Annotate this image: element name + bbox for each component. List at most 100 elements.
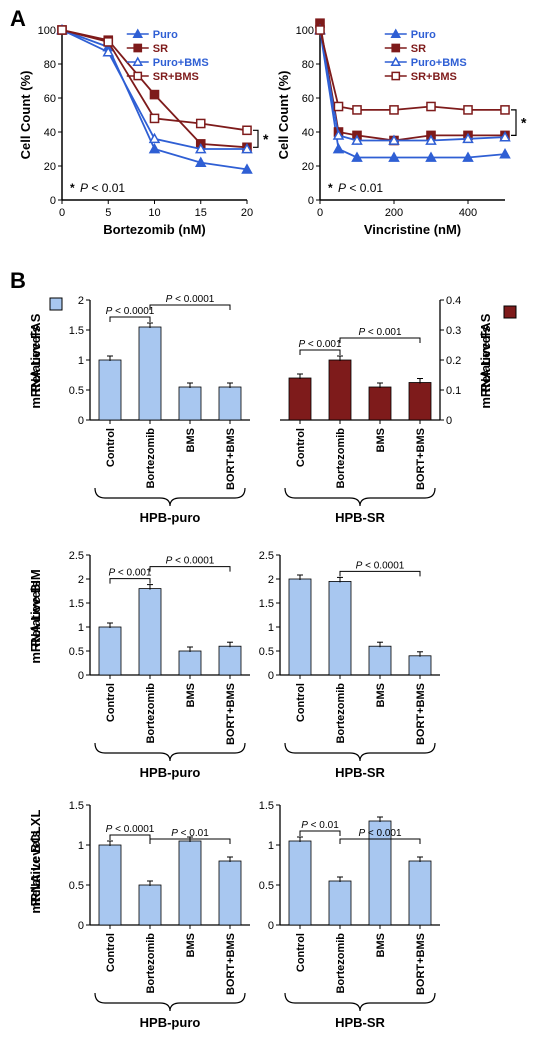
svg-text:0: 0	[50, 195, 56, 207]
svg-text:2: 2	[78, 295, 84, 307]
svg-text:BORT+BMS: BORT+BMS	[225, 933, 237, 995]
svg-text:1.5: 1.5	[69, 800, 84, 812]
svg-text:1: 1	[268, 622, 274, 634]
svg-text:10: 10	[148, 207, 160, 219]
svg-text:B: B	[10, 268, 26, 293]
svg-text:BORT+BMS: BORT+BMS	[415, 428, 427, 490]
svg-text:HPB-puro: HPB-puro	[140, 510, 201, 525]
svg-text:Cell Count (%): Cell Count (%)	[18, 71, 33, 160]
svg-text:60: 60	[302, 93, 314, 105]
svg-text:2.5: 2.5	[259, 550, 274, 562]
svg-text:BORT+BMS: BORT+BMS	[415, 683, 427, 745]
svg-text:BMS: BMS	[375, 683, 387, 707]
svg-text:2.5: 2.5	[69, 550, 84, 562]
svg-text:SR+BMS: SR+BMS	[411, 71, 457, 83]
svg-text:80: 80	[302, 59, 314, 71]
svg-text:1.5: 1.5	[69, 325, 84, 337]
figure-svg: A02040608010005101520Cell Count (%)Borte…	[0, 0, 552, 1050]
svg-text:HPB-puro: HPB-puro	[140, 1015, 201, 1030]
svg-text:40: 40	[44, 127, 56, 139]
svg-text:Control: Control	[105, 683, 117, 722]
svg-text:Vincristine (nM): Vincristine (nM)	[364, 222, 461, 237]
svg-text:0: 0	[78, 670, 84, 682]
svg-text:P < 0.001: P < 0.001	[298, 339, 342, 350]
svg-text:*: *	[263, 131, 269, 147]
svg-text:1: 1	[268, 840, 274, 852]
svg-text:mRNA Levels: mRNA Levels	[478, 325, 493, 408]
svg-text:20: 20	[241, 207, 253, 219]
svg-text:P < 0.0001: P < 0.0001	[106, 306, 155, 317]
svg-text:P < 0.0001: P < 0.0001	[166, 556, 215, 567]
svg-text:Control: Control	[105, 428, 117, 467]
svg-text:SR+BMS: SR+BMS	[153, 71, 199, 83]
svg-text:0: 0	[78, 415, 84, 427]
svg-text:0.1: 0.1	[446, 385, 461, 397]
svg-text:400: 400	[459, 207, 477, 219]
svg-text:Bortezomib: Bortezomib	[335, 683, 347, 744]
svg-text:BORT+BMS: BORT+BMS	[225, 428, 237, 490]
svg-text:*: *	[328, 181, 333, 195]
svg-text:0: 0	[268, 920, 274, 932]
svg-text:0: 0	[59, 207, 65, 219]
svg-text:BMS: BMS	[185, 683, 197, 707]
svg-text:2: 2	[78, 574, 84, 586]
svg-text:0.5: 0.5	[69, 880, 84, 892]
svg-text:200: 200	[385, 207, 403, 219]
svg-text:100: 100	[38, 25, 56, 37]
svg-text:BMS: BMS	[185, 428, 197, 452]
svg-text:*: *	[521, 115, 527, 131]
svg-text:BMS: BMS	[375, 428, 387, 452]
svg-text:0: 0	[446, 415, 452, 427]
svg-text:P < 0.0001: P < 0.0001	[166, 294, 215, 305]
svg-text:P < 0.0001: P < 0.0001	[356, 560, 405, 571]
svg-text:HPB-puro: HPB-puro	[140, 765, 201, 780]
svg-text:Control: Control	[105, 933, 117, 972]
svg-text:P < 0.001: P < 0.001	[108, 568, 152, 579]
svg-text:0: 0	[268, 670, 274, 682]
svg-text:BORT+BMS: BORT+BMS	[225, 683, 237, 745]
svg-text:15: 15	[195, 207, 207, 219]
svg-text:HPB-SR: HPB-SR	[335, 765, 385, 780]
svg-text:Cell Count (%): Cell Count (%)	[276, 71, 291, 160]
svg-text:0.5: 0.5	[259, 880, 274, 892]
svg-text:20: 20	[44, 161, 56, 173]
svg-text:HPB-SR: HPB-SR	[335, 510, 385, 525]
svg-text:Bortezomib: Bortezomib	[145, 683, 157, 744]
svg-text:P < 0.0001: P < 0.0001	[106, 824, 155, 835]
svg-text:20: 20	[302, 161, 314, 173]
svg-text:0.5: 0.5	[69, 385, 84, 397]
svg-text:mRNA Levels: mRNA Levels	[28, 830, 43, 913]
svg-text:P < 0.01: P < 0.01	[171, 828, 209, 839]
figure: A02040608010005101520Cell Count (%)Borte…	[0, 0, 552, 1050]
svg-text:100: 100	[296, 25, 314, 37]
svg-text:Control: Control	[295, 428, 307, 467]
svg-text:0.2: 0.2	[446, 355, 461, 367]
svg-text:Puro: Puro	[153, 29, 178, 41]
svg-text:P < 0.001: P < 0.001	[358, 828, 402, 839]
svg-text:60: 60	[44, 93, 56, 105]
svg-text:0.4: 0.4	[446, 295, 461, 307]
svg-text:mRNA Levels: mRNA Levels	[28, 325, 43, 408]
svg-text:1: 1	[78, 840, 84, 852]
svg-text:mRNA Levels: mRNA Levels	[28, 580, 43, 663]
svg-text:P < 0.001: P < 0.001	[358, 327, 402, 338]
svg-text:Puro+BMS: Puro+BMS	[153, 57, 209, 69]
svg-text:0.5: 0.5	[69, 646, 84, 658]
svg-text:P < 0.01: P < 0.01	[80, 181, 125, 195]
svg-text:0: 0	[78, 920, 84, 932]
svg-text:0.5: 0.5	[259, 646, 274, 658]
svg-text:2: 2	[268, 574, 274, 586]
svg-text:Bortezomib: Bortezomib	[145, 933, 157, 994]
svg-text:0: 0	[317, 207, 323, 219]
svg-text:Puro: Puro	[411, 29, 436, 41]
svg-text:1.5: 1.5	[259, 800, 274, 812]
svg-text:BMS: BMS	[375, 933, 387, 957]
svg-text:Bortezomib: Bortezomib	[335, 428, 347, 489]
svg-text:Puro+BMS: Puro+BMS	[411, 57, 467, 69]
svg-text:Bortezomib (nM): Bortezomib (nM)	[103, 222, 206, 237]
svg-text:P < 0.01: P < 0.01	[338, 181, 383, 195]
svg-text:A: A	[10, 6, 26, 31]
svg-text:40: 40	[302, 127, 314, 139]
svg-text:Bortezomib: Bortezomib	[145, 428, 157, 489]
svg-text:Control: Control	[295, 933, 307, 972]
